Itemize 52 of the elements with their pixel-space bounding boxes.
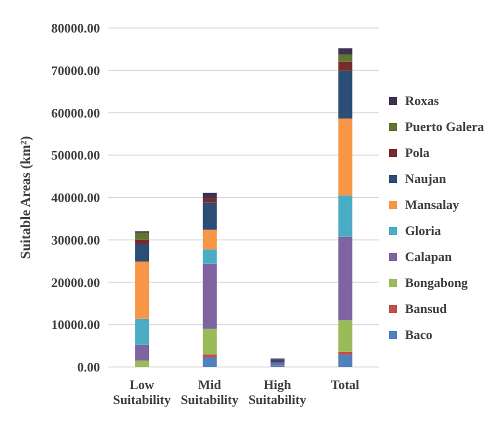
bar [202,357,217,367]
bar [338,118,352,196]
bar [202,192,217,199]
bar [202,198,217,203]
bar [338,320,352,352]
y-tick-label: 0.00 [77,360,100,375]
x-tick-label: Mid Suitability [180,377,239,407]
legend-label: Bansud [404,300,447,316]
legend-label: Bongabong [404,274,468,290]
bar [338,352,352,355]
bar [135,261,150,319]
bar [135,244,150,262]
bar [270,360,285,363]
y-tick-label: 40000.00 [51,190,100,206]
legend-label: Puerto Galera [404,118,484,134]
y-tick-label: 10000.00 [51,317,100,332]
bar [202,249,217,264]
bar [135,360,150,367]
bar [202,202,217,230]
bar [202,328,217,354]
bar [135,318,150,345]
bar [270,362,285,366]
bar [202,230,217,250]
bar [135,344,150,361]
legend-label: Naujan [404,170,446,186]
legend-label: Baco [404,326,432,342]
x-tick-label: Low Suitability [112,377,172,407]
x-tick-label: High Suitability [248,377,307,407]
y-tick-label: 30000.00 [51,232,100,248]
y-tick-label: 50000.00 [51,148,100,163]
bar [338,54,352,62]
y-tick-label: 80000.00 [51,20,100,36]
bar [338,70,352,118]
legend-label: Roxas [404,92,439,108]
x-tick-label: Total [330,377,360,392]
legend-label: Pola [404,144,430,160]
bar [202,354,217,358]
legend-label: Mansalay [404,196,460,212]
bar [338,236,352,320]
bar [135,240,150,244]
legend-label: Calapan [404,248,452,264]
y-tick-label: 20000.00 [51,274,100,290]
bar [338,48,352,55]
bar [338,62,352,71]
y-axis-title: Suitable Areas (km²) [19,136,34,259]
y-tick-label: 60000.00 [51,105,100,120]
bar [338,354,352,367]
bar [338,195,352,237]
y-tick-label: 70000.00 [51,62,100,78]
legend-label: Gloria [404,222,442,238]
bar [135,232,150,240]
bar [202,264,217,329]
